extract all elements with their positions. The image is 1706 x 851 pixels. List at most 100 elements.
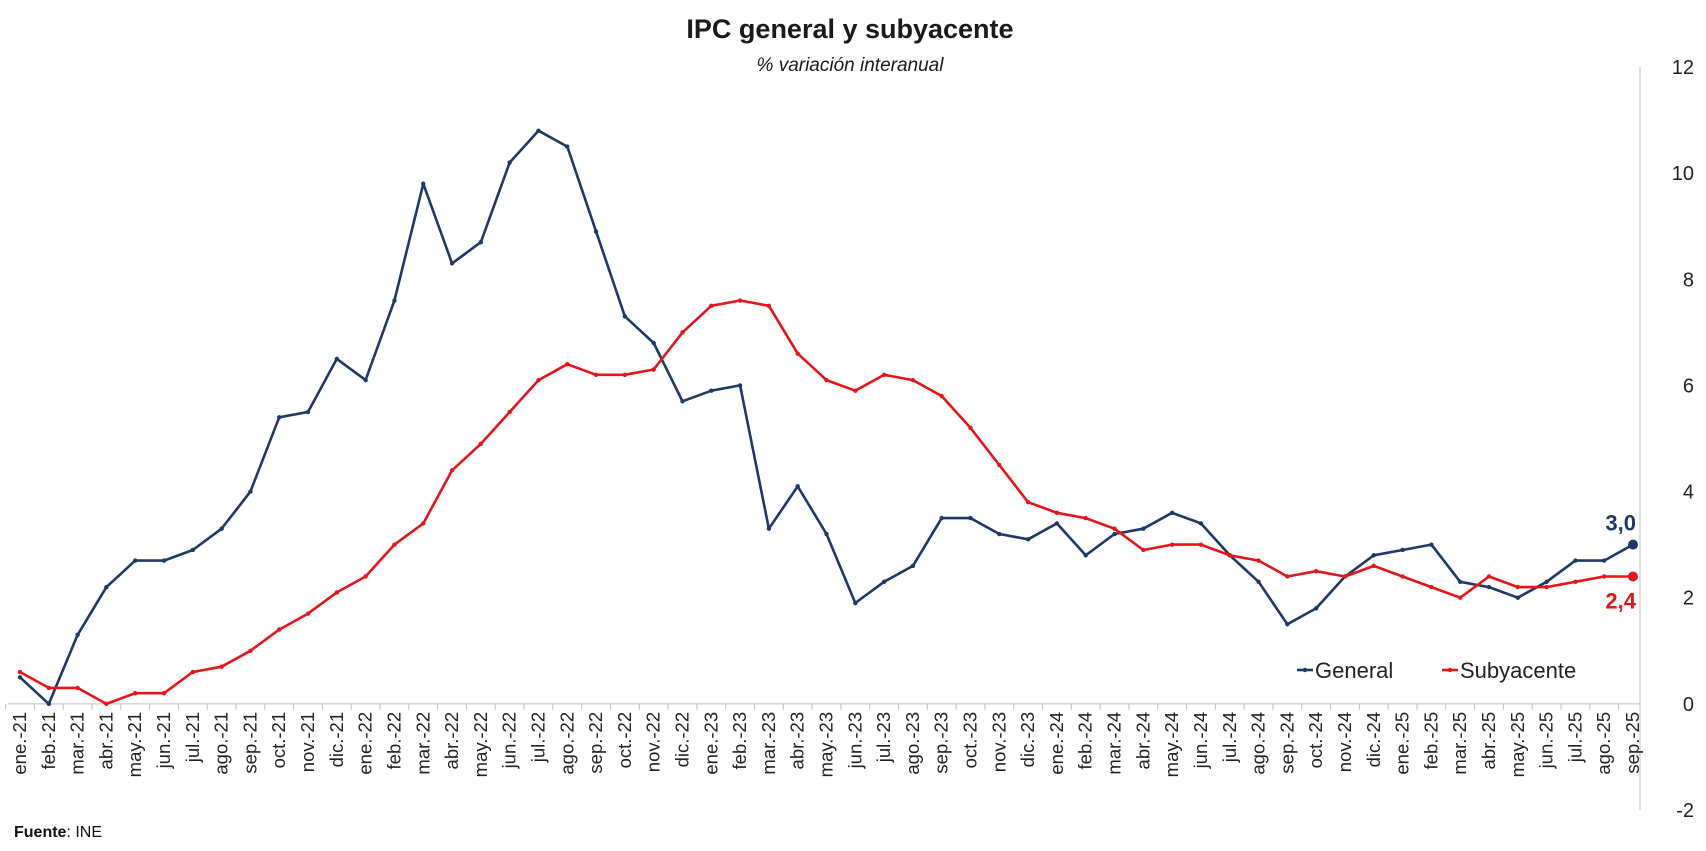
data-point (910, 377, 916, 383)
legend: General Subyacente (1297, 658, 1576, 683)
data-point (1313, 606, 1319, 611)
x-tick-label: dic.-23 (1017, 712, 1038, 768)
x-tick-label: dic.-24 (1363, 712, 1384, 768)
data-point (1400, 574, 1405, 579)
data-point (305, 611, 311, 616)
data-point (939, 515, 944, 521)
data-point (709, 303, 714, 309)
data-point (1429, 584, 1434, 590)
data-point (565, 362, 570, 367)
x-tick-label: nov.-22 (643, 712, 664, 772)
data-point (1169, 510, 1175, 515)
data-point (248, 648, 253, 653)
data-point (680, 399, 685, 404)
x-tick-label: mar.-22 (412, 712, 433, 775)
x-tick-label: sep.-22 (585, 712, 606, 774)
x-tick-label: mar.-23 (758, 712, 779, 775)
x-tick-label: jul.-21 (182, 712, 203, 763)
series-line-general (18, 129, 1635, 706)
x-tick-label: oct.-24 (1305, 712, 1326, 769)
y-tick-label: 4 (1683, 482, 1694, 504)
x-tick-label: feb.-23 (729, 712, 750, 770)
data-point (737, 298, 743, 303)
data-point (1227, 553, 1232, 558)
x-tick-label: ene.-25 (1392, 712, 1413, 775)
data-point (536, 128, 541, 133)
data-point (1285, 574, 1290, 579)
x-tick-label: jul.-25 (1564, 712, 1585, 763)
y-tick-label: 2 (1683, 588, 1694, 610)
data-point (997, 462, 1002, 468)
data-point (363, 377, 368, 383)
x-tick-label: oct.-23 (960, 712, 981, 769)
data-point (968, 425, 973, 431)
data-point (46, 685, 52, 691)
data-point (507, 409, 512, 415)
data-point (593, 229, 599, 234)
x-tick-label: abr.-24 (1132, 712, 1153, 770)
x-tick-label: abr.-23 (787, 712, 808, 770)
x-tick-label: oct.-21 (268, 712, 289, 769)
data-point (1169, 542, 1175, 547)
data-point (651, 367, 656, 372)
data-point (1198, 542, 1204, 547)
x-tick-label: jun.-21 (153, 712, 174, 770)
data-point (392, 298, 397, 303)
data-point (1025, 499, 1031, 505)
y-tick-label: 6 (1683, 375, 1694, 397)
data-point (795, 351, 800, 356)
x-tick-label: jun.-24 (1190, 712, 1211, 770)
data-point (1141, 547, 1146, 553)
data-point (1313, 568, 1319, 574)
data-point (1515, 584, 1520, 590)
data-point (1371, 553, 1376, 558)
data-point (133, 558, 138, 563)
x-tick-label: oct.-22 (614, 712, 635, 769)
data-point (277, 627, 282, 632)
y-tick-label: 8 (1683, 269, 1694, 291)
data-point (1112, 526, 1117, 531)
x-tick-label: ene.-23 (700, 712, 721, 775)
x-tick-label: may.-22 (470, 712, 491, 777)
legend-label: Subyacente (1460, 658, 1576, 683)
data-point (277, 415, 282, 420)
legend-marker (1302, 667, 1308, 673)
data-point (737, 383, 743, 388)
data-point (853, 388, 858, 393)
data-point (1083, 553, 1088, 558)
data-point (1457, 595, 1463, 600)
data-point (248, 489, 253, 494)
x-tick-label: sep.-25 (1622, 712, 1643, 774)
data-point (1400, 547, 1405, 553)
data-point (1628, 571, 1638, 582)
x-tick-label: feb.-21 (38, 712, 59, 770)
data-point (421, 521, 426, 526)
data-point (104, 584, 109, 590)
data-point (1573, 579, 1578, 584)
x-tick-label: may.-24 (1161, 712, 1182, 777)
y-tick-label: 12 (1672, 57, 1694, 79)
x-tick-label: dic.-22 (671, 712, 692, 768)
x-tick-label: abr.-21 (95, 712, 116, 770)
data-point (1054, 510, 1060, 515)
data-point (334, 356, 340, 362)
x-tick-label: feb.-25 (1420, 712, 1441, 770)
data-point (1628, 539, 1638, 550)
data-point (133, 691, 138, 696)
chart-title: IPC general y subyacente (686, 14, 1013, 44)
data-point (1486, 584, 1492, 590)
x-tick-label: jul.-23 (873, 712, 894, 763)
data-point (766, 526, 772, 531)
x-tick-label: jun.-22 (499, 712, 520, 770)
x-tick-label: nov.-24 (1334, 712, 1355, 772)
x-tick-label: ago.-25 (1593, 712, 1614, 775)
y-tick-label: -2 (1676, 800, 1694, 822)
data-point (853, 600, 858, 606)
x-tick-label: ago.-22 (556, 712, 577, 775)
data-point (910, 563, 916, 569)
data-point (536, 377, 541, 383)
data-point (421, 181, 426, 186)
data-point (449, 261, 455, 266)
data-point (17, 675, 23, 680)
